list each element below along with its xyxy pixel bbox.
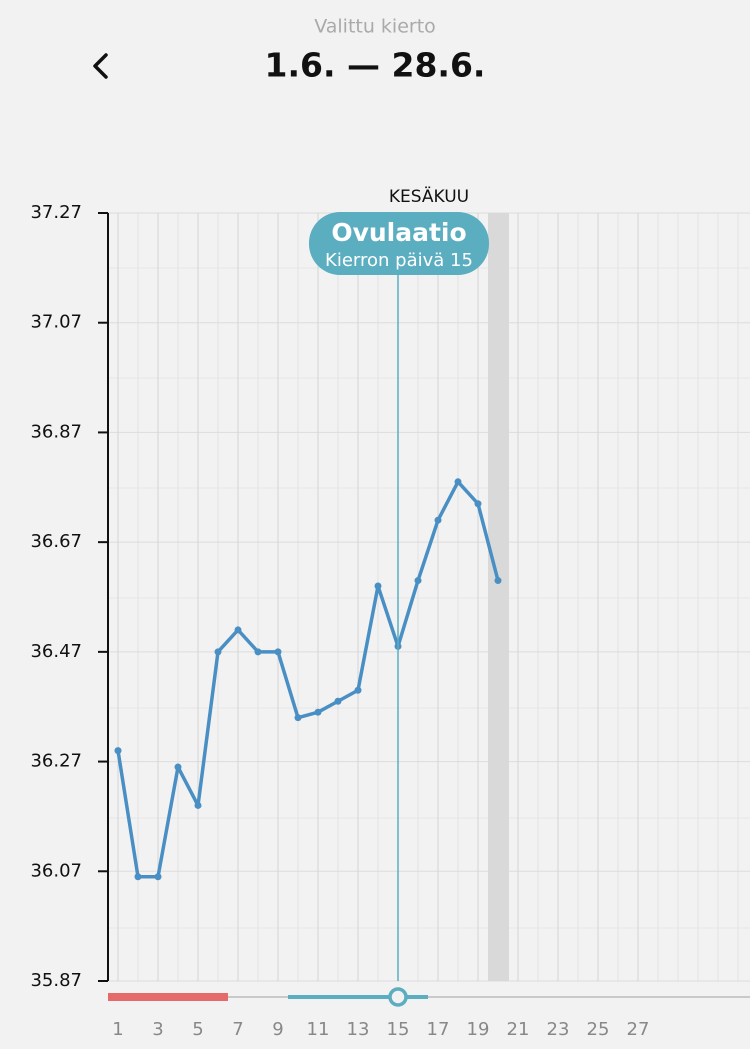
title: 1.6. — 28.6. [265,46,486,85]
x-tick-label: 25 [587,1019,610,1040]
temperature-point [254,648,262,656]
temperature-point [234,626,242,634]
y-tick-label: 37.27 [30,202,82,223]
plot [114,478,502,881]
y-tick-label: 36.67 [30,531,82,552]
fertile-bar [288,995,428,999]
temperature-point [474,500,482,508]
ovulation-badge [309,212,489,275]
temperature-point [294,714,302,722]
x-tick-label: 9 [272,1019,283,1040]
temperature-point [114,747,122,755]
y-tick-label: 36.47 [30,641,82,662]
temperature-point [354,686,362,694]
temperature-point [414,577,422,585]
temperature-point [454,478,462,486]
temperature-point [334,697,342,705]
subtitle: Valittu kierto [314,16,436,38]
ovulation-marker [388,987,408,1007]
temperature-point [494,577,502,585]
y-tick-label: 35.87 [30,970,82,991]
temperature-point [174,763,182,771]
temperature-point [314,708,322,716]
period-bar [108,993,228,1001]
temperature-point [154,873,162,881]
ovulation-title: Ovulaatio [331,218,466,247]
month-label: KESÄKUU [389,186,469,207]
temperature-line [116,480,500,879]
temperature-point [194,801,202,809]
x-tick-label: 1 [112,1019,123,1040]
temperature-point [274,648,282,656]
minor-grid [108,212,750,982]
y-tick-label: 36.07 [30,860,82,881]
temperature-point [374,582,382,590]
ovulation-day: Kierron päivä 15 [325,250,473,271]
x-tick-label: 21 [507,1019,530,1040]
back-button[interactable] [93,53,108,79]
x-tick-label: 3 [152,1019,163,1040]
x-tick-label: 11 [307,1019,330,1040]
x-tick-label: 7 [232,1019,243,1040]
today-band [488,213,509,981]
temperature-point [214,648,222,656]
x-tick-label: 23 [547,1019,570,1040]
x-tick-label: 27 [627,1019,650,1040]
temperature-point [134,873,142,881]
y-tick-label: 36.87 [30,421,82,442]
x-tick-label: 5 [192,1019,203,1040]
y-tick-label: 36.27 [30,751,82,772]
x-tick-label: 19 [467,1019,490,1040]
x-tick-label: 13 [347,1019,370,1040]
x-tick-label: 15 [387,1019,410,1040]
x-tick-label: 17 [427,1019,450,1040]
y-tick-label: 37.07 [30,312,82,333]
temperature-point [434,516,442,524]
